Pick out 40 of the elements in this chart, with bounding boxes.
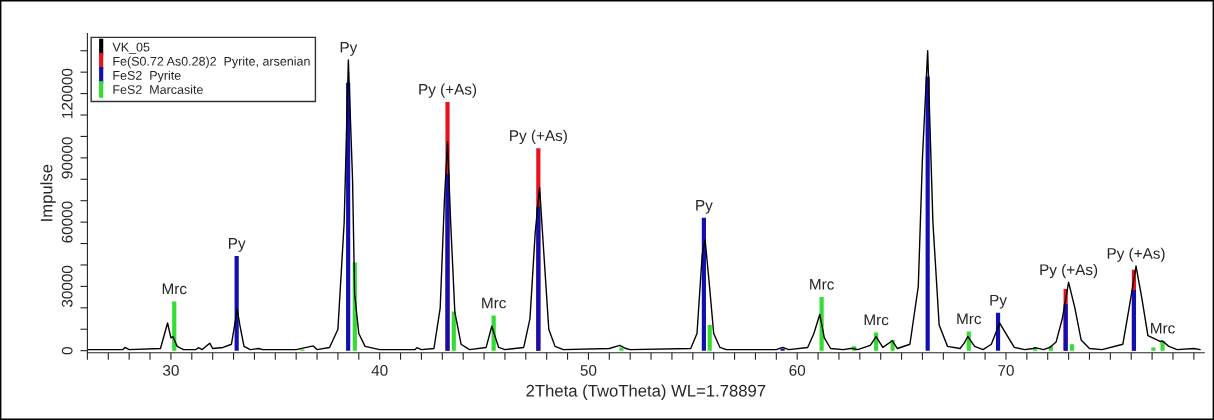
annotation: Py (+As) xyxy=(1107,247,1165,262)
legend-label: Fe(S0.72 As0.28)2 Pyrite, arsenian xyxy=(113,56,310,69)
legend-label: VK_05 xyxy=(112,42,150,54)
y-axis-title: Impulse xyxy=(40,164,56,221)
bar xyxy=(172,301,177,351)
legend-label: FeS2 Marcasite xyxy=(113,84,203,94)
bar xyxy=(619,347,624,351)
bar xyxy=(445,173,450,351)
x-axis-title: 2Theta (TwoTheta) WL=1.78897 xyxy=(526,384,766,400)
bar xyxy=(536,206,541,351)
annotation: Mrc xyxy=(162,283,187,295)
annotation: Mrc xyxy=(957,313,982,325)
y-tick-label: 30000 xyxy=(61,265,73,308)
annotation: Py xyxy=(340,42,358,56)
annotation: Py xyxy=(990,294,1007,309)
annotation: Mrc xyxy=(810,279,834,290)
x-tick-label: 60 xyxy=(789,365,806,376)
y-tick-label: 90000 xyxy=(61,137,73,179)
annotation: Mrc xyxy=(864,314,889,326)
bar xyxy=(1131,290,1137,351)
x-tick-label: 70 xyxy=(998,365,1014,376)
x-tick-label: 30 xyxy=(163,365,179,376)
annotation: Mrc xyxy=(1151,322,1175,334)
bar xyxy=(1069,344,1075,351)
bar xyxy=(1063,304,1068,351)
x-tick-label: 40 xyxy=(371,365,388,376)
legend-label: FeS2 Pyrite xyxy=(113,70,181,83)
x-tick-label: 50 xyxy=(580,365,597,376)
annotation: Mrc xyxy=(482,297,506,309)
bar xyxy=(1151,347,1156,351)
bar xyxy=(707,324,712,351)
annotation: Py (+As) xyxy=(510,129,567,145)
annotation: Py xyxy=(696,199,713,214)
y-tick-label: 60000 xyxy=(61,201,73,243)
annotation: Py (+As) xyxy=(419,83,477,98)
y-tick-label: 120000 xyxy=(61,68,73,118)
annotation: Py xyxy=(229,238,246,252)
bar xyxy=(451,311,456,351)
y-tick-label: 0 xyxy=(61,347,73,355)
annotation: Py (+As) xyxy=(1040,263,1098,279)
